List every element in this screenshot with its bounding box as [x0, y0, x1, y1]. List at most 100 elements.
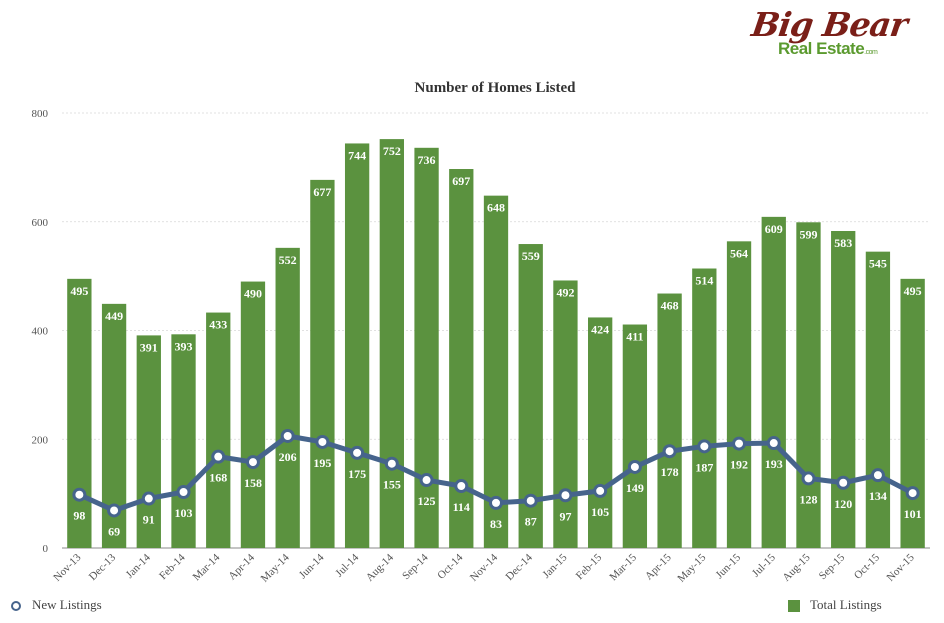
line-point: [905, 486, 920, 501]
x-tick-label: Apr-14: [226, 551, 257, 582]
x-tick-label: Aug-15: [780, 551, 813, 584]
bar-value-label: 433: [209, 318, 227, 332]
bar-value-label: 752: [383, 144, 401, 158]
x-tick-label: Nov-15: [885, 551, 918, 584]
line-point: [350, 445, 365, 460]
bar: [796, 222, 821, 548]
bar: [726, 241, 752, 548]
line-point: [384, 456, 399, 471]
bar-value-label: 744: [348, 148, 366, 162]
line-value-label: 105: [591, 505, 609, 519]
bar-value-label: 449: [105, 309, 123, 323]
bar-value-label: 599: [799, 227, 817, 241]
legend-bar-marker-icon: [788, 600, 800, 613]
line-value-label: 114: [453, 500, 470, 514]
line-value-label: 98: [73, 509, 85, 523]
line-point: [732, 436, 747, 451]
line-point: [419, 473, 434, 488]
bar-value-label: 564: [730, 246, 748, 260]
x-tick-label: Jun-14: [297, 551, 327, 581]
bar: [310, 179, 335, 548]
bar: [344, 143, 370, 548]
x-tick-label: May-14: [259, 551, 292, 584]
x-tick-label: Jul-14: [333, 551, 361, 579]
line-point: [141, 491, 156, 506]
line-point: [801, 471, 816, 486]
bar-value-label: 393: [175, 339, 193, 353]
line-point: [245, 455, 260, 470]
bar: [483, 195, 509, 548]
line-value-label: 69: [108, 524, 120, 538]
x-tick-label: Mar-14: [191, 551, 223, 583]
bar-value-label: 736: [418, 153, 436, 167]
x-tick-label: Dec-14: [503, 551, 535, 583]
bar-value-label: 391: [140, 340, 158, 354]
line-value-label: 178: [661, 465, 679, 479]
line-value-label: 187: [695, 460, 713, 474]
line-point: [662, 444, 677, 459]
line-point: [315, 434, 330, 449]
x-tick-label: Dec-13: [87, 551, 119, 583]
legend-item-total-listings[interactable]: Total Listings: [788, 597, 882, 613]
line-point: [211, 449, 226, 464]
bar: [206, 312, 231, 548]
x-tick-label: Sep-14: [400, 551, 431, 582]
bar: [865, 251, 891, 548]
line-point: [489, 495, 503, 510]
bar: [275, 247, 300, 548]
x-tick-label: Nov-14: [468, 551, 501, 584]
bar-value-label: 609: [765, 222, 783, 236]
line-value-label: 195: [313, 456, 331, 470]
bar-value-label: 545: [869, 257, 887, 271]
y-tick-label: 0: [43, 543, 49, 555]
line-value-label: 192: [730, 458, 748, 472]
line-point: [766, 436, 781, 451]
bar: [588, 317, 613, 548]
line-point: [870, 468, 885, 483]
bar: [379, 139, 404, 548]
line-point: [107, 503, 122, 518]
bar: [136, 335, 161, 548]
line-point: [280, 428, 295, 443]
line-value-label: 149: [626, 481, 644, 495]
line-value-label: 206: [279, 450, 297, 464]
line-value-label: 158: [244, 476, 262, 490]
bar: [414, 147, 439, 549]
bar-value-label: 495: [70, 284, 88, 298]
bar-value-label: 424: [591, 322, 609, 336]
bar: [240, 281, 266, 548]
line-value-label: 91: [143, 513, 155, 527]
x-tick-label: May-15: [675, 551, 708, 584]
x-tick-label: Aug-14: [364, 551, 397, 584]
line-point: [558, 488, 573, 503]
y-tick-label: 200: [32, 434, 49, 446]
y-tick-label: 800: [32, 108, 49, 120]
bar-value-label: 552: [279, 253, 297, 267]
bar-value-label: 411: [626, 330, 643, 344]
line-point: [72, 487, 87, 502]
y-tick-label: 600: [32, 217, 49, 229]
legend-item-new-listings[interactable]: New Listings: [10, 597, 102, 613]
line-value-label: 101: [904, 507, 922, 521]
x-tick-label: Jan-14: [124, 551, 154, 581]
bar-value-label: 559: [522, 249, 540, 263]
line-point: [836, 475, 851, 490]
x-tick-label: Oct-14: [435, 551, 465, 581]
bar: [761, 216, 786, 548]
logo-subtitle-text: Real Estate: [778, 39, 865, 58]
bar: [831, 230, 856, 548]
x-tick-label: Nov-13: [51, 551, 84, 584]
bar-value-label: 468: [661, 299, 679, 313]
x-tick-label: Feb-15: [574, 551, 605, 582]
bar: [553, 280, 578, 548]
x-tick-label: Jan-15: [540, 551, 570, 581]
x-tick-label: Oct-15: [852, 551, 882, 581]
line-value-label: 168: [209, 471, 227, 485]
x-tick-label: Mar-15: [607, 551, 639, 583]
x-tick-label: Jun-15: [713, 551, 743, 581]
bar-value-label: 677: [313, 185, 331, 199]
bar-value-label: 495: [904, 284, 922, 298]
line-value-label: 128: [799, 492, 817, 506]
bar: [67, 278, 92, 548]
